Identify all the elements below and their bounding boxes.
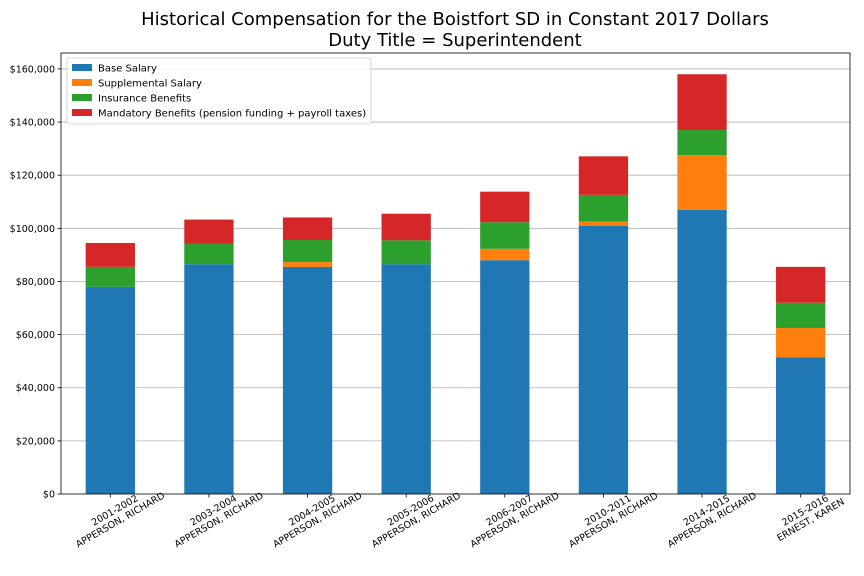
bar-segment [578,221,629,226]
bar-segment [677,74,727,131]
y-tick-label: $40,000 [16,383,55,394]
y-tick-label: $80,000 [16,277,55,288]
bar-segment [578,194,629,222]
bar-segment [282,266,333,494]
chart-title: Historical Compensation for the Boistfor… [141,9,769,30]
bar-segment [480,222,530,249]
bar-segment [578,225,629,494]
legend-label: Base Salary [98,64,157,75]
bar-segment [282,262,333,267]
bar-segment [776,302,826,328]
legend-box [66,57,372,125]
bar-segment [480,260,530,494]
legend-label: Mandatory Benefits (pension funding + pa… [98,109,366,120]
bar-segment [184,219,234,244]
bar-segment [677,209,727,494]
legend-swatch [72,94,92,101]
bar-segment [677,130,727,156]
legend-swatch [72,79,92,86]
plot-frame [60,52,851,495]
bar-segment [776,327,826,358]
bar-segment [85,266,135,287]
chart-subtitle: Duty Title = Superintendent [328,30,581,51]
y-tick-label: $20,000 [16,436,55,447]
bar-segment [578,156,629,195]
bar-segment [381,240,431,265]
legend: Base Salary Supplemental Salary Insurance … [66,57,372,125]
bar-segment [85,286,135,494]
legend-swatch [72,64,92,71]
y-tick-label: $60,000 [16,330,55,341]
y-tick-label: $0 [43,490,55,501]
bar-segment [282,217,333,241]
y-tick-label: $120,000 [10,171,55,182]
bar-segment [677,155,727,210]
gridlines [61,68,850,442]
bar-segment [184,264,234,494]
legend-label: Insurance Benefits [98,94,191,105]
y-tick-label: $100,000 [10,224,55,235]
y-tick-label: $160,000 [10,64,55,75]
bar-segment [776,266,826,303]
bar-segment [776,357,826,494]
bar-segment [184,243,234,265]
bar-segment [85,242,135,267]
legend-label: Supplemental Salary [98,79,202,90]
bar-segment [381,213,431,241]
bars [85,74,826,494]
legend-swatch [72,109,92,116]
bar-segment [480,248,530,261]
y-tick-label: $140,000 [10,118,55,129]
bar-segment [381,264,431,494]
bar-segment [282,240,333,263]
bar-segment [480,191,530,223]
x-tick-label: 2015-2016ERNEST, KAREN [770,487,847,544]
